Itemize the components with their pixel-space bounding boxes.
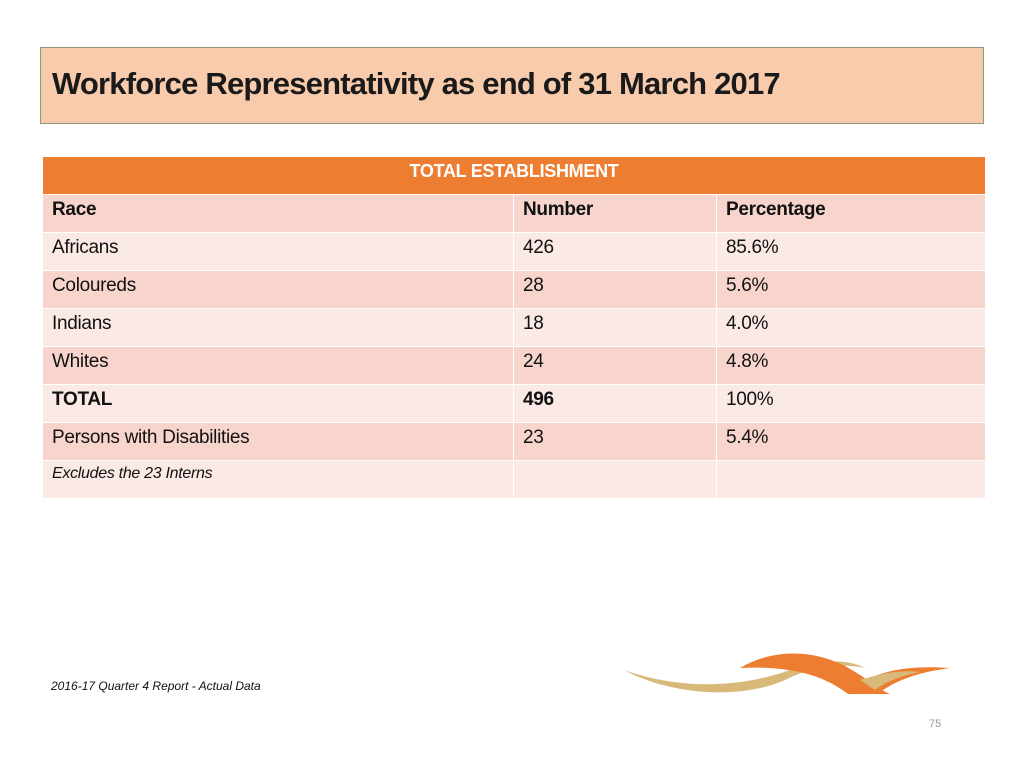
title-box: Workforce Representativity as end of 31 … (40, 47, 984, 124)
page-number: 75 (929, 718, 942, 730)
table-row: Africans 426 85.6% (42, 232, 987, 271)
column-header: Percentage (715, 194, 987, 233)
table-cell: Persons with Disabilities (42, 422, 514, 461)
table-cell: Whites (42, 346, 514, 385)
header-row: TOTAL ESTABLISHMENT (41, 156, 987, 195)
table-cell: 4.8% (715, 346, 987, 385)
table-cell: 100% (715, 384, 987, 423)
logo-swoosh (860, 671, 920, 690)
table-row: TOTAL 496 100% (42, 384, 987, 423)
logo (624, 653, 950, 694)
slide-title: Workforce Representativity as end of 31 … (52, 66, 781, 101)
table-cell: 5.6% (715, 270, 987, 309)
note-cell: Excludes the 23 Interns (42, 460, 514, 499)
table-cell: Africans (42, 232, 514, 271)
footer-note: 2016-17 Quarter 4 Report - Actual Data (51, 679, 261, 693)
table-row: Persons with Disabilities 23 5.4% (42, 422, 987, 461)
column-header: Number (513, 194, 717, 233)
table-cell: TOTAL (42, 384, 514, 423)
table-row: Whites 24 4.8% (42, 346, 987, 385)
table-cell: 18 (513, 308, 717, 347)
table-cell: Indians (42, 308, 514, 347)
table-cell: 426 (513, 232, 717, 271)
table-cell: 496 (513, 384, 717, 423)
logo-swoosh (740, 653, 890, 694)
column-row: Race Number Percentage (42, 194, 987, 233)
table-row: Indians 18 4.0% (42, 308, 987, 347)
data-table: TOTAL ESTABLISHMENT Race Number Percentage A… (41, 156, 987, 499)
table-cell: 28 (513, 270, 717, 309)
column-header: Race (42, 194, 514, 233)
header-cell: TOTAL ESTABLISHMENT (41, 156, 987, 195)
empty-cell (715, 460, 987, 499)
table-cell: 23 (513, 422, 717, 461)
table-row: Coloureds 28 5.6% (42, 270, 987, 309)
table-cell: 4.0% (715, 308, 987, 347)
note-row: Excludes the 23 Interns (42, 460, 987, 499)
table-cell: 5.4% (715, 422, 987, 461)
table-cell: 85.6% (715, 232, 987, 271)
table-cell: 24 (513, 346, 717, 385)
table-cell: Coloureds (42, 270, 514, 309)
empty-cell (513, 460, 717, 499)
